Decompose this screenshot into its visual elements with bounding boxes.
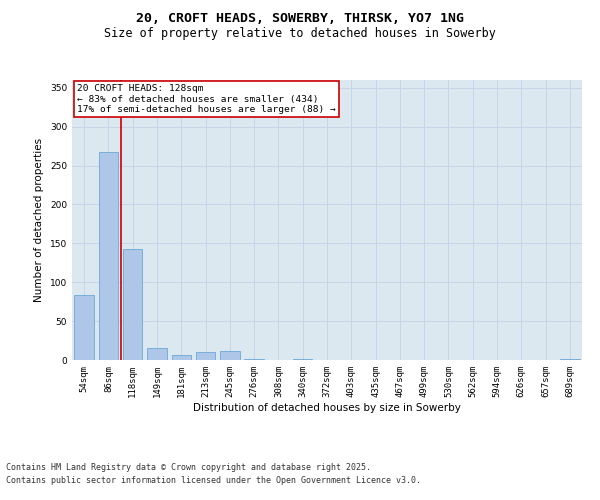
Bar [196, 352, 215, 360]
Bar [220, 352, 239, 360]
Text: 20 CROFT HEADS: 128sqm
← 83% of detached houses are smaller (434)
17% of semi-de: 20 CROFT HEADS: 128sqm ← 83% of detached… [77, 84, 336, 114]
Bar [560, 359, 580, 360]
Text: Size of property relative to detached houses in Sowerby: Size of property relative to detached ho… [104, 28, 496, 40]
Bar [74, 296, 94, 360]
Text: 20, CROFT HEADS, SOWERBY, THIRSK, YO7 1NG: 20, CROFT HEADS, SOWERBY, THIRSK, YO7 1N… [136, 12, 464, 26]
Bar [293, 359, 313, 360]
Bar [172, 356, 191, 360]
Bar [244, 359, 264, 360]
X-axis label: Distribution of detached houses by size in Sowerby: Distribution of detached houses by size … [193, 402, 461, 412]
Bar [147, 348, 167, 360]
Text: Contains HM Land Registry data © Crown copyright and database right 2025.: Contains HM Land Registry data © Crown c… [6, 464, 371, 472]
Bar [99, 152, 118, 360]
Y-axis label: Number of detached properties: Number of detached properties [34, 138, 44, 302]
Text: Contains public sector information licensed under the Open Government Licence v3: Contains public sector information licen… [6, 476, 421, 485]
Bar [123, 249, 142, 360]
